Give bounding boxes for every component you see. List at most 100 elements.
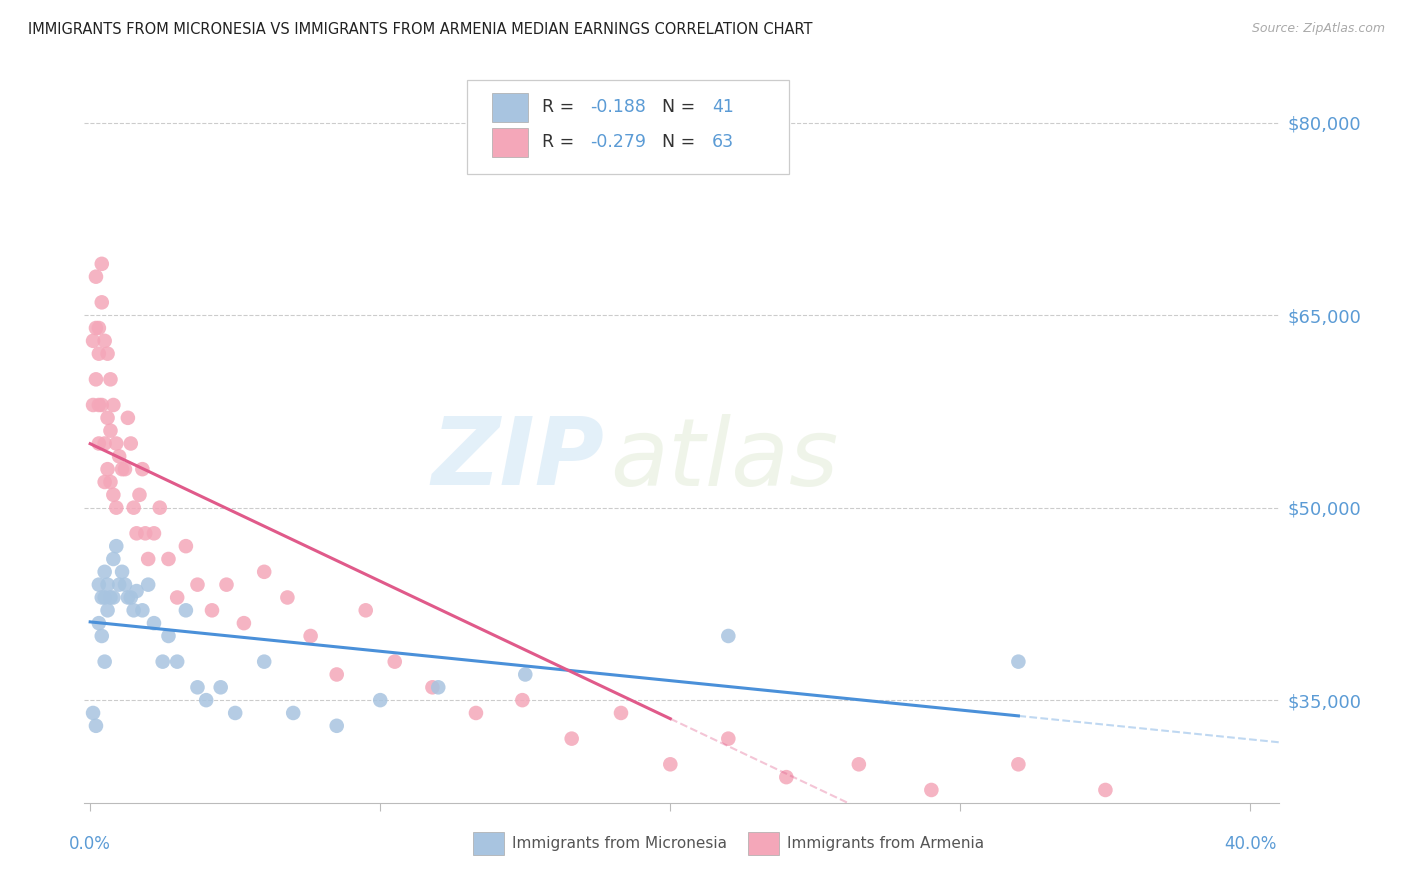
Point (659, 757, 682, 772)
Point (136, 577, 159, 591)
Point (87, 616, 110, 631)
FancyBboxPatch shape (467, 80, 790, 174)
Point (87, 346, 110, 360)
Point (93, 475, 115, 489)
Point (920, 783, 942, 797)
Point (143, 616, 166, 631)
Point (111, 565, 134, 579)
Point (174, 539, 197, 553)
Point (717, 629, 740, 643)
Text: ZIP: ZIP (432, 413, 605, 505)
Point (105, 500, 128, 515)
Point (775, 770, 797, 784)
Point (143, 526, 166, 541)
Point (215, 577, 238, 591)
Point (174, 603, 197, 617)
Point (103, 591, 125, 605)
Point (166, 655, 188, 669)
FancyBboxPatch shape (472, 832, 503, 855)
Point (97, 462, 120, 476)
Point (131, 603, 153, 617)
Text: 63: 63 (711, 133, 734, 152)
Point (186, 577, 208, 591)
Point (128, 488, 150, 502)
Point (561, 731, 583, 746)
Point (87, 436, 110, 450)
Point (325, 719, 347, 733)
Point (299, 629, 322, 643)
Point (103, 552, 125, 566)
Text: Immigrants from Armenia: Immigrants from Armenia (787, 837, 984, 851)
Point (125, 526, 148, 541)
Text: atlas: atlas (610, 414, 838, 505)
Point (87, 398, 110, 412)
Point (97, 410, 120, 425)
Point (157, 552, 180, 566)
Point (122, 603, 145, 617)
Point (125, 584, 148, 599)
Point (120, 591, 142, 605)
Point (117, 410, 139, 425)
Point (90, 591, 112, 605)
Point (93, 334, 115, 348)
Point (848, 757, 870, 772)
Text: IMMIGRANTS FROM MICRONESIA VS IMMIGRANTS FROM ARMENIA MEDIAN EARNINGS CORRELATIO: IMMIGRANTS FROM MICRONESIA VS IMMIGRANTS… (28, 22, 813, 37)
Point (134, 526, 156, 541)
Point (465, 706, 488, 720)
Point (108, 577, 131, 591)
Point (325, 667, 347, 681)
Text: R =: R = (543, 133, 579, 152)
Point (515, 667, 537, 681)
Point (512, 693, 534, 707)
Point (87, 577, 110, 591)
Point (117, 591, 139, 605)
Point (368, 693, 391, 707)
Point (90, 629, 112, 643)
Point (84, 372, 107, 386)
Point (384, 655, 406, 669)
Point (152, 655, 174, 669)
Point (100, 475, 122, 489)
Text: N =: N = (662, 98, 700, 116)
Point (276, 591, 298, 605)
Point (100, 372, 122, 386)
FancyBboxPatch shape (492, 128, 527, 157)
Point (93, 591, 115, 605)
Text: N =: N = (662, 133, 700, 152)
Point (93, 655, 115, 669)
Point (354, 603, 377, 617)
Text: 41: 41 (711, 98, 734, 116)
Point (108, 450, 131, 464)
Point (82, 334, 104, 348)
Point (122, 500, 145, 515)
Point (283, 706, 305, 720)
Point (103, 398, 125, 412)
FancyBboxPatch shape (492, 93, 527, 122)
Point (90, 398, 112, 412)
Point (209, 681, 232, 695)
Point (195, 693, 218, 707)
Point (149, 500, 172, 515)
Point (186, 681, 208, 695)
Point (90, 257, 112, 271)
Point (111, 462, 134, 476)
Point (84, 321, 107, 335)
Point (131, 462, 153, 476)
Point (87, 321, 110, 335)
Point (90, 295, 112, 310)
Point (114, 462, 136, 476)
Point (157, 629, 180, 643)
Point (427, 681, 450, 695)
Point (201, 603, 224, 617)
Point (120, 436, 142, 450)
Point (610, 706, 633, 720)
Point (1007, 655, 1029, 669)
Text: -0.188: -0.188 (591, 98, 645, 116)
Point (100, 591, 122, 605)
Point (136, 552, 159, 566)
Text: -0.279: -0.279 (591, 133, 645, 152)
Point (1094, 783, 1116, 797)
Point (105, 539, 128, 553)
Point (97, 346, 120, 360)
Point (84, 719, 107, 733)
